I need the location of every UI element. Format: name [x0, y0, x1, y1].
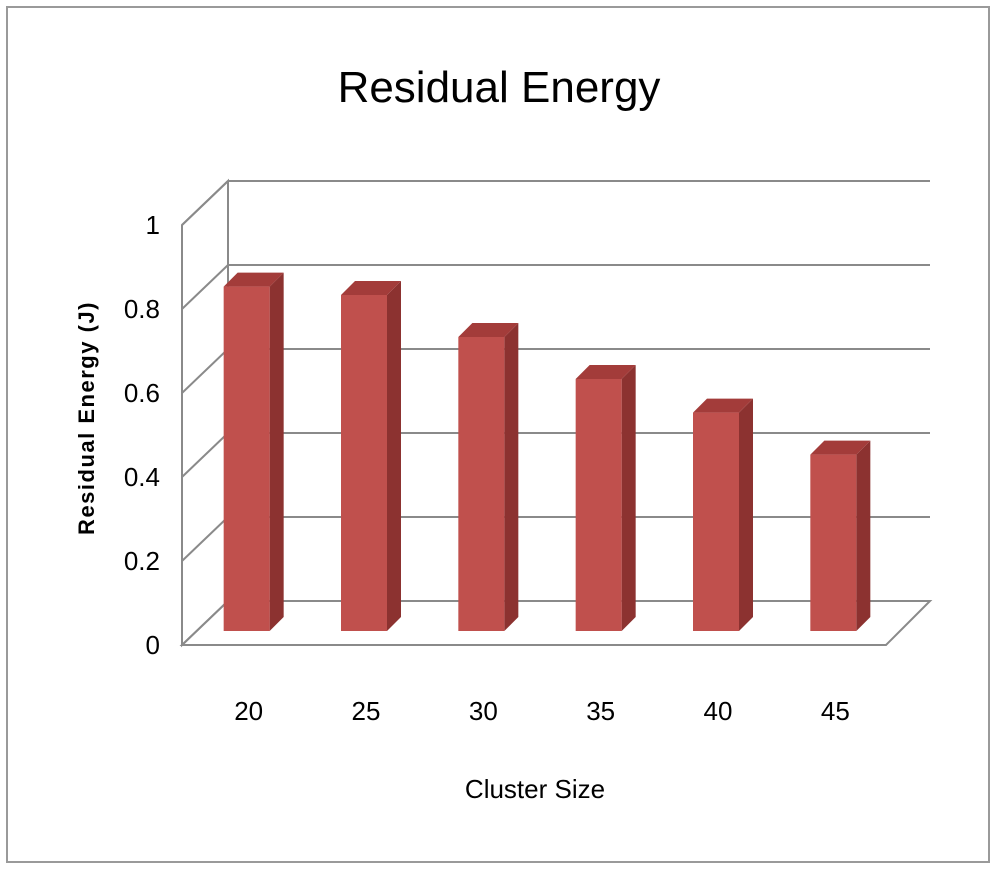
- side-gridline: [181, 180, 229, 226]
- bar-45: [810, 440, 871, 631]
- y-tick-labels: 0 0.2 0.4 0.6 0.8 1: [124, 210, 160, 660]
- bar-front-face: [810, 454, 857, 631]
- bar-top-face: [575, 365, 636, 379]
- bar-side-face: [269, 272, 284, 631]
- x-tick-label: 30: [469, 696, 498, 726]
- chart-title: Residual Energy: [338, 63, 661, 112]
- x-axis-title: Cluster Size: [465, 774, 605, 804]
- side-wall: [181, 178, 229, 648]
- bar-25: [341, 281, 401, 631]
- side-gridline: [181, 348, 229, 394]
- x-tick-label: 45: [821, 696, 850, 726]
- side-gridline: [181, 264, 229, 310]
- bar-top-face: [341, 281, 401, 295]
- bar-side-face: [856, 440, 871, 631]
- bar-30: [458, 323, 519, 631]
- bar-top-face: [223, 272, 284, 287]
- y-tick-label: 0.4: [124, 462, 160, 492]
- side-gridline: [181, 432, 229, 478]
- bar-side-face: [387, 281, 401, 631]
- bar-front-face: [341, 295, 387, 631]
- x-tick-label: 20: [234, 696, 263, 726]
- x-tick-label: 25: [352, 696, 381, 726]
- y-tick-label: 0: [146, 630, 160, 660]
- bar-35: [575, 365, 636, 631]
- bar-front-face: [693, 412, 739, 631]
- bar-side-face: [504, 323, 519, 631]
- x-tick-labels: 20 25 30 35 40 45: [234, 696, 850, 726]
- bar-front-face: [458, 337, 505, 631]
- bar-side-face: [621, 365, 636, 631]
- bar-front-face: [575, 379, 622, 631]
- bar-side-face: [739, 398, 753, 631]
- bar-front-face: [223, 286, 270, 631]
- bar-top-face: [458, 323, 519, 337]
- y-tick-label: 0.6: [124, 378, 160, 408]
- side-gridline: [181, 516, 229, 562]
- y-axis-title: Residual Energy (J): [74, 301, 99, 535]
- y-tick-label: 1: [146, 210, 160, 240]
- bar-top-face: [693, 398, 753, 413]
- y-tick-label: 0.2: [124, 546, 160, 576]
- bars-layer: [223, 272, 871, 631]
- bar-40: [693, 398, 753, 631]
- bar-20: [223, 272, 284, 631]
- bar-top-face: [810, 440, 871, 455]
- x-tick-label: 40: [704, 696, 733, 726]
- x-tick-label: 35: [586, 696, 615, 726]
- y-tick-label: 0.8: [124, 294, 160, 324]
